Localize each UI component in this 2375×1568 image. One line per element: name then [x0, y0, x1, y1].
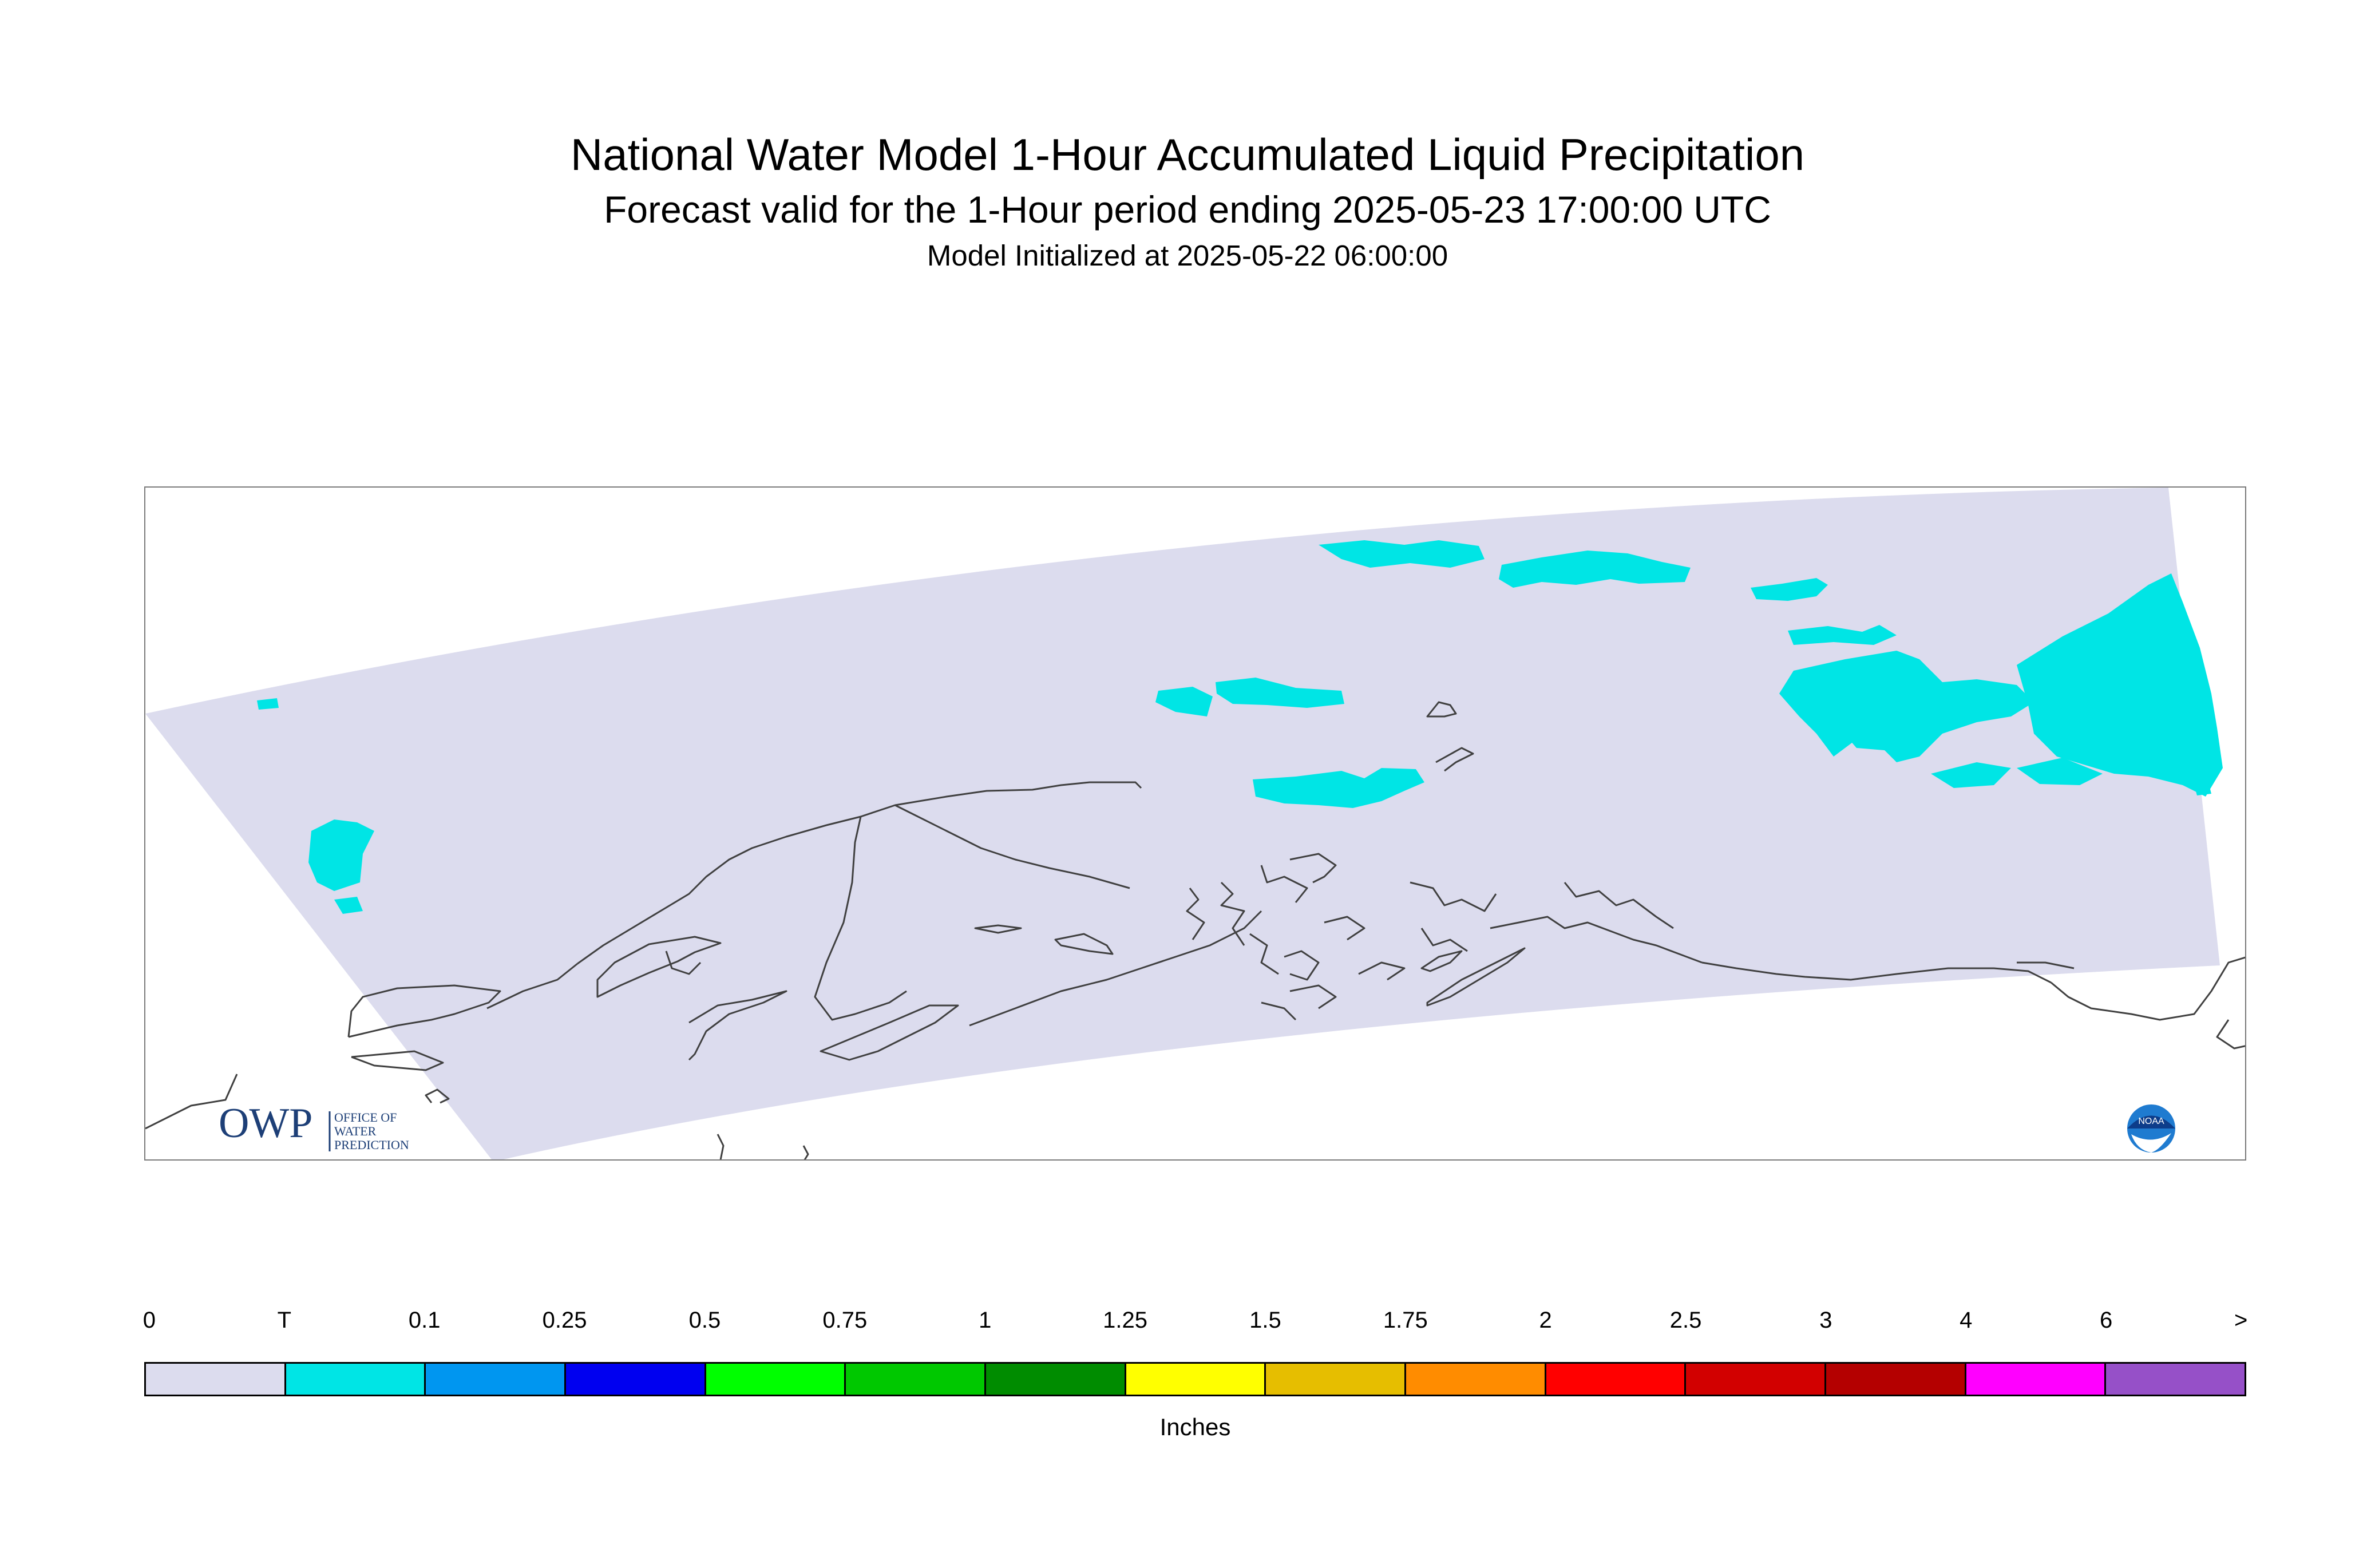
- legend-tick-label: 1.5: [1249, 1308, 1281, 1333]
- legend-color-cell: [1686, 1364, 1827, 1395]
- legend-tick-label: >: [2234, 1308, 2248, 1333]
- legend-color-cell: [706, 1364, 846, 1395]
- legend-color-cell: [1406, 1364, 1546, 1395]
- color-legend: 0 T 0.1 0.25 0.5 0.75 1 1.25 1.5 1.75 2 2.5 3 4 6 > Inc…: [142, 1308, 2248, 1440]
- legend-color-cell: [2106, 1364, 2245, 1395]
- owp-letters: OWP: [219, 1100, 312, 1147]
- legend-color-cell: [1966, 1364, 2107, 1395]
- trace-precip-areas: [257, 540, 2223, 914]
- legend-color-cell: [1266, 1364, 1407, 1395]
- owp-logo: OWP OFFICE OF WATER PREDICTION: [219, 1100, 409, 1152]
- model-init-time: Model Initialized at 2025-05-22 06:00:00: [927, 239, 1448, 272]
- legend-tick-label: 4: [1960, 1308, 1973, 1333]
- legend-color-cell: [426, 1364, 567, 1395]
- legend-tick-label: 0.75: [822, 1308, 868, 1333]
- legend-tick-label: 0.1: [408, 1308, 441, 1333]
- legend-color-cell: [1546, 1364, 1687, 1395]
- legend-tick-label: 0.5: [688, 1308, 721, 1333]
- legend-tick-label: 1.75: [1383, 1308, 1428, 1333]
- noaa-text: NOAA: [2138, 1116, 2164, 1126]
- legend-color-cell: [146, 1364, 286, 1395]
- model-domain: [145, 488, 2220, 1159]
- legend-tick-label: 2: [1539, 1308, 1552, 1333]
- legend-tick-label: 3: [1819, 1308, 1832, 1333]
- noaa-logo: NOAA: [2127, 1104, 2175, 1153]
- owp-line-3: PREDICTION: [334, 1138, 409, 1152]
- map-title: National Water Model 1-Hour Accumulated …: [570, 129, 1805, 180]
- owp-line-2: WATER: [334, 1124, 377, 1138]
- legend-tick-label: 2.5: [1669, 1308, 1702, 1333]
- legend-tick-label: 0.25: [542, 1308, 587, 1333]
- legend-tick-label: 0: [142, 1308, 156, 1333]
- legend-tick-label: 1: [979, 1308, 992, 1333]
- map-frame: OWP OFFICE OF WATER PREDICTION NOAA: [144, 486, 2246, 1161]
- legend-tick-label: 1.25: [1103, 1308, 1147, 1333]
- coastlines: [145, 701, 2245, 1159]
- legend-tick-label: T: [277, 1308, 292, 1333]
- legend-colorbar: [144, 1362, 2246, 1396]
- map-svg: OWP OFFICE OF WATER PREDICTION NOAA: [145, 488, 2245, 1159]
- legend-color-cell: [1826, 1364, 1966, 1395]
- legend-tick-label: 6: [2100, 1308, 2113, 1333]
- legend-units: Inches: [1159, 1413, 1231, 1440]
- legend-color-cell: [846, 1364, 987, 1395]
- legend-color-cell: [986, 1364, 1126, 1395]
- title-block: National Water Model 1-Hour Accumulated …: [0, 126, 2375, 276]
- legend-color-cell: [286, 1364, 426, 1395]
- map-subtitle: Forecast valid for the 1-Hour period end…: [604, 188, 1771, 231]
- legend-color-cell: [566, 1364, 706, 1395]
- legend-color-cell: [1126, 1364, 1266, 1395]
- owp-line-1: OFFICE OF: [334, 1110, 397, 1124]
